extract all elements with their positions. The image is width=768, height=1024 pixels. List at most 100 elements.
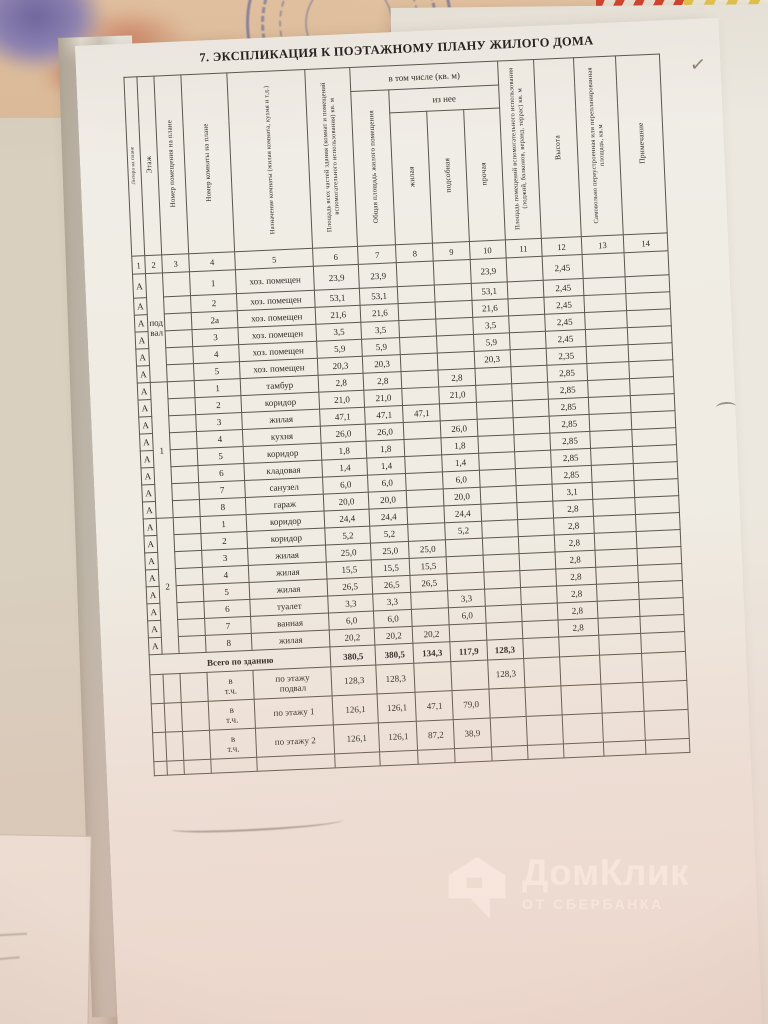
cell-living	[405, 471, 444, 491]
cell-area-all: 128,3	[331, 664, 378, 696]
cell-room-number	[176, 584, 204, 603]
cell-litera	[151, 703, 166, 733]
cell-room-number	[164, 312, 193, 331]
cell-auxiliary: 2,8	[438, 368, 476, 387]
column-number-cell: 7	[357, 244, 397, 265]
cell-area-all: 26,0	[320, 424, 367, 444]
column-number-cell: 2	[144, 254, 163, 274]
cell-empty	[527, 743, 564, 760]
cell-auxiliary	[436, 334, 474, 353]
cell-other: 21,6	[471, 298, 509, 318]
cell-height: 2,8	[552, 499, 594, 519]
cell-living	[401, 369, 440, 389]
cell-unauthorized	[586, 361, 630, 381]
cell-unauthorized	[583, 293, 627, 313]
cell-area-all: 24,4	[324, 509, 371, 529]
cell-aux-use	[506, 280, 544, 299]
cell-area-living-total: 53,1	[359, 286, 399, 306]
cell-auxiliary: 24,4	[444, 504, 482, 523]
cell-note	[641, 651, 687, 683]
cell-litera: А	[138, 399, 152, 418]
cell-floor-total-label: по этажу подвал	[253, 666, 333, 700]
cell-area-living-total: 6,0	[367, 473, 407, 493]
cell-area-all: 380,5	[330, 644, 377, 667]
cell-flat-number: 6	[203, 599, 251, 619]
cell-unauthorized	[595, 565, 639, 585]
header-flat-number: Номер комнаты на плане	[180, 72, 235, 254]
cell-aux-use	[518, 552, 556, 571]
cell-area-living-total: 1,4	[367, 456, 406, 476]
cell-area-all: 25,0	[325, 543, 372, 563]
cell-note	[635, 512, 681, 532]
cell-litera: А	[138, 416, 153, 435]
cell-empty	[379, 750, 419, 766]
cell-empty	[183, 759, 212, 775]
cell-including-label: в т.ч.	[209, 728, 257, 760]
cell-other	[482, 553, 520, 573]
cell-area-all: 21,0	[319, 390, 365, 410]
cell-height: 2,45	[542, 278, 584, 298]
cell-area-all: 20,3	[317, 356, 364, 376]
cell-empty	[563, 742, 604, 758]
cell-area-living-total: 15,5	[371, 558, 411, 578]
header-label: Высота	[551, 134, 562, 160]
cell-note	[628, 359, 674, 379]
cell-other: 53,1	[470, 281, 508, 301]
cell-note	[623, 250, 670, 277]
cell-area-living-total: 20,3	[362, 354, 402, 374]
cell-room-number	[166, 363, 195, 382]
cell-note	[639, 597, 684, 617]
cell-area-living-total: 3,3	[373, 592, 412, 612]
cell-room-number	[167, 380, 196, 399]
cell-height: 2,8	[556, 601, 598, 620]
cell-empty	[210, 757, 258, 774]
cell-note	[643, 709, 690, 741]
cell-flat-number: 2	[195, 395, 242, 415]
cell-room-number	[168, 414, 197, 433]
header-note: Примечание	[615, 54, 668, 235]
column-number-cell: 6	[312, 246, 359, 267]
cell-living	[399, 335, 438, 355]
cell-litera: А	[144, 552, 159, 570]
cell-room-number	[170, 448, 198, 467]
cell-auxiliary	[433, 259, 471, 286]
cell-other: 20,3	[473, 349, 511, 369]
cell-including-label: в т.ч.	[207, 670, 255, 702]
cell-note	[626, 308, 672, 328]
cell-unauthorized	[597, 616, 641, 636]
cell-area-all: 126,1	[333, 722, 380, 754]
cell-flat-number: 3	[192, 327, 239, 347]
cell-other	[478, 451, 516, 471]
cell-area-living-total: 25,0	[370, 541, 410, 561]
cell-flat-number: 5	[197, 446, 245, 466]
cell-living	[406, 488, 445, 508]
explication-table: Литера на плане Этаж Номер помещения на …	[123, 53, 690, 776]
cell-auxiliary: 20,0	[443, 487, 481, 506]
cell-floor	[164, 702, 183, 733]
cell-litera: А	[141, 484, 156, 502]
cell-other	[478, 468, 516, 488]
cell-auxiliary	[437, 351, 475, 370]
cell-aux-use	[517, 518, 555, 537]
column-number-cell: 8	[395, 243, 434, 263]
cell-floor	[163, 673, 182, 704]
watermark-brand: ДомКлик	[522, 852, 690, 893]
cell-other	[489, 716, 528, 748]
cell-note	[637, 563, 683, 583]
cell-aux-use	[524, 685, 562, 717]
cell-room-number	[172, 499, 201, 518]
header-label: Номер помещения на плане	[165, 120, 177, 208]
cell-flat-number: 3	[195, 412, 243, 432]
header-label: Назначение комнаты (жилая комната, кухня…	[262, 85, 277, 235]
cell-aux-use	[513, 433, 551, 452]
cell-litera: А	[145, 569, 160, 587]
cell-flat-number: 7	[198, 480, 246, 500]
header-label: Номер комнаты на плане	[201, 122, 214, 202]
cell-area-living-total: 3,5	[361, 320, 400, 340]
cell-area-living-total: 24,4	[369, 507, 409, 527]
cell-living	[414, 661, 453, 693]
cell-height	[560, 684, 602, 715]
cell-living: 87,2	[416, 719, 455, 751]
cell-unauthorized	[591, 463, 634, 483]
cell-note	[636, 546, 682, 566]
